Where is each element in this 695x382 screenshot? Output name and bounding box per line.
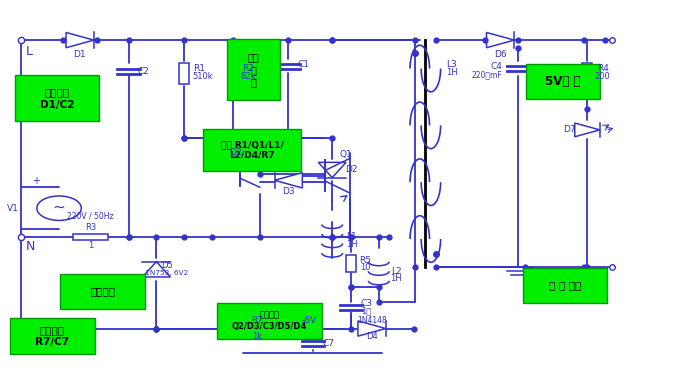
Polygon shape	[66, 32, 94, 48]
Text: 反馈电路
R7/C7: 反馈电路 R7/C7	[35, 325, 70, 347]
Text: R2: R2	[242, 64, 254, 73]
Text: 振荡 R1/Q1/L1/
L2/D4/R7: 振荡 R1/Q1/L1/ L2/D4/R7	[220, 140, 284, 160]
Text: D6: D6	[494, 50, 507, 59]
Circle shape	[37, 196, 81, 220]
Text: V1: V1	[6, 204, 19, 213]
Text: D7: D7	[564, 125, 576, 134]
Text: L1: L1	[346, 232, 357, 241]
Text: 1N753, 6V2: 1N753, 6V2	[145, 270, 188, 276]
Text: 10: 10	[359, 263, 370, 272]
Text: L3: L3	[446, 60, 457, 70]
Text: 1瓣: 1瓣	[361, 307, 371, 316]
Bar	[346, 255, 356, 272]
Text: 1H: 1H	[346, 240, 357, 249]
Text: 82k: 82k	[240, 72, 256, 81]
Text: -6V: -6V	[302, 316, 317, 325]
Polygon shape	[575, 123, 600, 137]
Text: 5V输 出: 5V输 出	[545, 74, 581, 88]
Text: D5: D5	[161, 261, 172, 270]
Text: C4: C4	[491, 62, 503, 71]
Text: 整流滤波
D1/C2: 整流滤波 D1/C2	[40, 87, 74, 110]
Text: 200: 200	[595, 72, 610, 81]
Bar	[240, 326, 274, 331]
Text: R1: R1	[193, 64, 206, 73]
FancyBboxPatch shape	[10, 318, 95, 354]
Text: 尖峰
吸
收: 尖峰 吸 收	[248, 52, 259, 87]
FancyBboxPatch shape	[526, 64, 600, 99]
Text: 1k: 1k	[252, 332, 262, 341]
Polygon shape	[358, 321, 386, 336]
FancyBboxPatch shape	[15, 75, 99, 121]
Text: 输 出 指示: 输 出 指示	[548, 280, 581, 291]
Polygon shape	[318, 162, 346, 178]
Text: D2: D2	[345, 165, 358, 175]
Text: 1N4148: 1N4148	[357, 316, 386, 325]
Text: D4: D4	[366, 332, 377, 342]
Text: R4: R4	[596, 64, 609, 73]
Text: C3: C3	[360, 299, 373, 308]
FancyBboxPatch shape	[217, 303, 322, 339]
Text: 1H: 1H	[446, 68, 457, 77]
Text: L: L	[26, 45, 33, 58]
Text: Q1: Q1	[340, 150, 352, 159]
FancyBboxPatch shape	[60, 274, 145, 309]
Text: +: +	[32, 176, 40, 186]
Text: 短路保护: 短路保护	[90, 286, 115, 296]
Bar	[228, 63, 238, 84]
Bar	[179, 63, 189, 84]
Text: D1: D1	[74, 50, 86, 59]
Text: Q2: Q2	[230, 148, 243, 157]
Text: 220抹mF: 220抹mF	[471, 70, 502, 79]
Text: C7: C7	[322, 339, 334, 348]
Text: 稳压电路
Q2/D3/C3/D5/D4: 稳压电路 Q2/D3/C3/D5/D4	[231, 311, 307, 331]
Text: 1: 1	[88, 241, 93, 250]
Text: 220V / 50Hz: 220V / 50Hz	[67, 211, 114, 220]
Text: C2: C2	[138, 67, 150, 76]
Text: R5: R5	[359, 256, 371, 265]
Text: C1: C1	[297, 60, 310, 70]
Text: 1H: 1H	[391, 274, 402, 283]
Polygon shape	[486, 32, 514, 48]
Text: D3: D3	[282, 186, 295, 196]
FancyBboxPatch shape	[523, 268, 607, 303]
Polygon shape	[275, 173, 302, 188]
Polygon shape	[142, 262, 170, 277]
Text: ~: ~	[53, 200, 65, 215]
Bar	[582, 63, 592, 82]
Text: R3: R3	[85, 223, 96, 232]
Text: L2: L2	[391, 267, 402, 276]
Text: R7: R7	[251, 316, 263, 325]
FancyBboxPatch shape	[203, 129, 301, 171]
Text: 510k: 510k	[193, 72, 213, 81]
Bar	[73, 234, 108, 240]
Text: N: N	[26, 240, 35, 253]
FancyBboxPatch shape	[227, 39, 280, 100]
